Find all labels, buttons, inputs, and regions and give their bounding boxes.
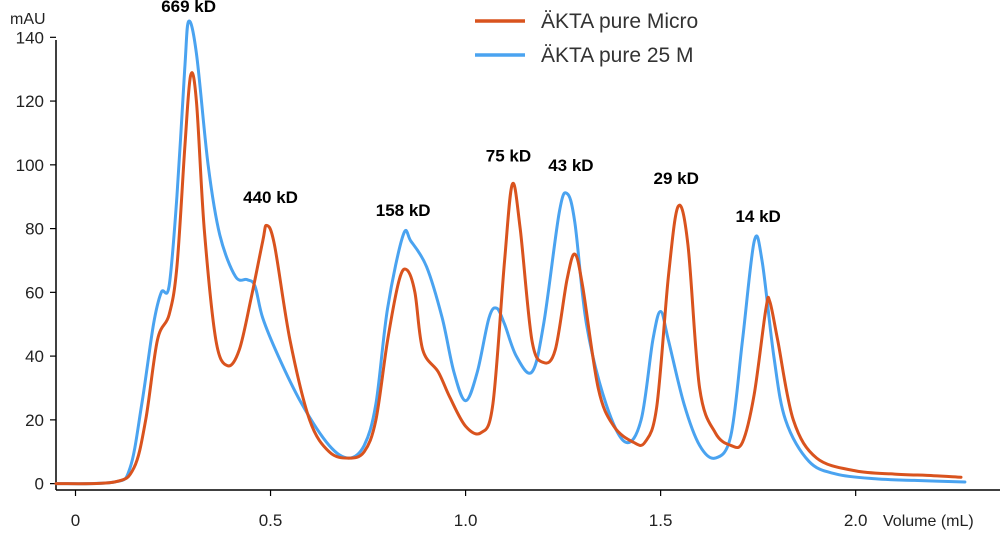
peak-label: 75 kD (486, 147, 531, 166)
y-tick-label: 120 (16, 92, 44, 111)
series-line-0 (54, 71, 963, 486)
legend-label-micro: ÄKTA pure Micro (541, 10, 698, 33)
ticks: 0 20 40 60 80 100 120 140 0 0.5 1.0 1.5 2.0 (16, 28, 868, 530)
x-axis-title: Volume (mL) (883, 513, 974, 530)
legend: ÄKTA pure Micro ÄKTA pure 25 M (475, 10, 698, 67)
legend-label-25m: ÄKTA pure 25 M (541, 44, 694, 67)
axes (55, 40, 1000, 491)
y-tick-label: 100 (16, 156, 44, 175)
peak-label: 29 kD (654, 169, 699, 188)
y-tick-label: 40 (25, 347, 44, 366)
y-tick-label: 60 (25, 283, 44, 302)
y-tick-label: 140 (16, 28, 44, 47)
series-lines (54, 19, 967, 486)
peak-label: 440 kD (243, 188, 298, 207)
x-tick-label: 0 (71, 511, 80, 530)
y-tick-label: 80 (25, 220, 44, 239)
series-line-1 (54, 19, 967, 486)
peak-labels: 669 kD 440 kD 158 kD 75 kD 43 kD 29 kD 14 kD (161, 0, 781, 226)
x-tick-label: 1.5 (649, 511, 673, 530)
x-tick-label: 2.0 (844, 511, 868, 530)
peak-label: 43 kD (548, 156, 593, 175)
y-axis-title: mAU (10, 11, 46, 28)
y-tick-label: 20 (25, 411, 44, 430)
y-tick-label: 0 (35, 475, 44, 494)
peak-label: 669 kD (161, 0, 216, 16)
peak-label: 14 kD (735, 207, 780, 226)
peak-label: 158 kD (376, 201, 431, 220)
x-tick-label: 0.5 (259, 511, 283, 530)
x-tick-label: 1.0 (454, 511, 478, 530)
